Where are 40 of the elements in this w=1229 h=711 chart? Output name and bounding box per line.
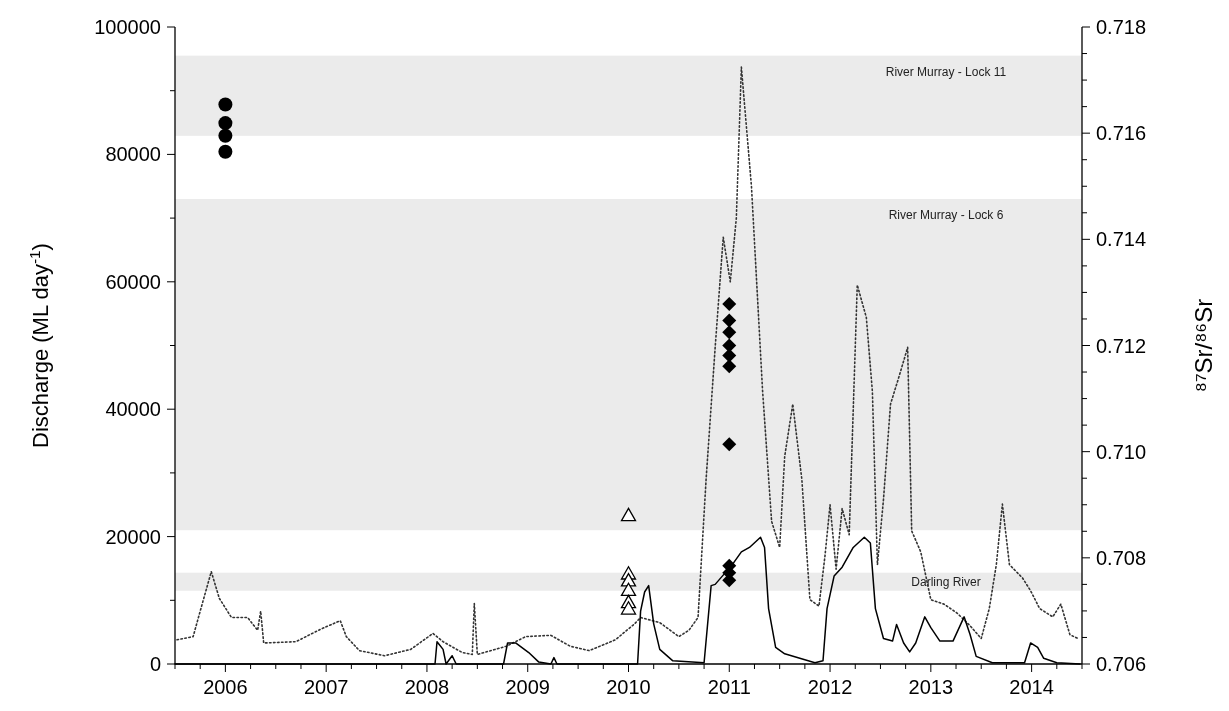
x-tick-label: 2006 bbox=[203, 676, 248, 698]
band-label: River Murray - Lock 6 bbox=[888, 207, 1004, 222]
x-tick-label: 2010 bbox=[606, 676, 651, 698]
y2-axis-title: ⁸⁷Sr/⁸⁶Sr bbox=[1190, 298, 1217, 393]
point bbox=[620, 507, 637, 522]
x-tick-label: 2007 bbox=[303, 676, 349, 698]
x-tick-label: 2011 bbox=[707, 676, 751, 698]
point bbox=[722, 297, 737, 312]
y-tick-label: 40000 bbox=[105, 398, 161, 421]
y2-tick-label: 0.714 bbox=[1096, 228, 1147, 251]
y-tick-label: 100000 bbox=[94, 16, 161, 38]
y-tick-label: 20000 bbox=[105, 525, 161, 548]
y2-tick-label: 0.716 bbox=[1096, 122, 1147, 145]
point bbox=[722, 348, 737, 363]
y2-tick-label: 0.710 bbox=[1096, 440, 1147, 463]
x-tick-label: 2014 bbox=[1009, 676, 1054, 698]
y-tick-label: 0 bbox=[149, 653, 161, 675]
point bbox=[218, 144, 233, 159]
x-tick-label: 2013 bbox=[908, 676, 954, 698]
x-tick-label: 2008 bbox=[404, 676, 450, 698]
point bbox=[620, 601, 637, 615]
line-series bbox=[176, 66, 1079, 657]
y2-tick-label: 0.706 bbox=[1096, 653, 1147, 675]
x-tick-label: 2012 bbox=[807, 676, 853, 698]
point bbox=[218, 116, 233, 131]
y-tick-label: 80000 bbox=[105, 143, 161, 166]
x-tick-label: 2009 bbox=[505, 676, 550, 698]
y-tick-label: 60000 bbox=[105, 270, 161, 293]
y2-tick-label: 0.718 bbox=[1096, 16, 1147, 38]
point bbox=[722, 437, 737, 452]
point bbox=[722, 359, 737, 374]
point bbox=[722, 313, 737, 328]
point bbox=[722, 325, 737, 340]
point bbox=[620, 582, 637, 597]
band-label: Darling River bbox=[911, 574, 981, 589]
point bbox=[218, 97, 233, 112]
y2-tick-label: 0.712 bbox=[1096, 334, 1147, 357]
band-label: River Murray - Lock 11 bbox=[885, 64, 1007, 79]
point bbox=[218, 128, 233, 143]
y2-tick-label: 0.708 bbox=[1096, 546, 1147, 569]
